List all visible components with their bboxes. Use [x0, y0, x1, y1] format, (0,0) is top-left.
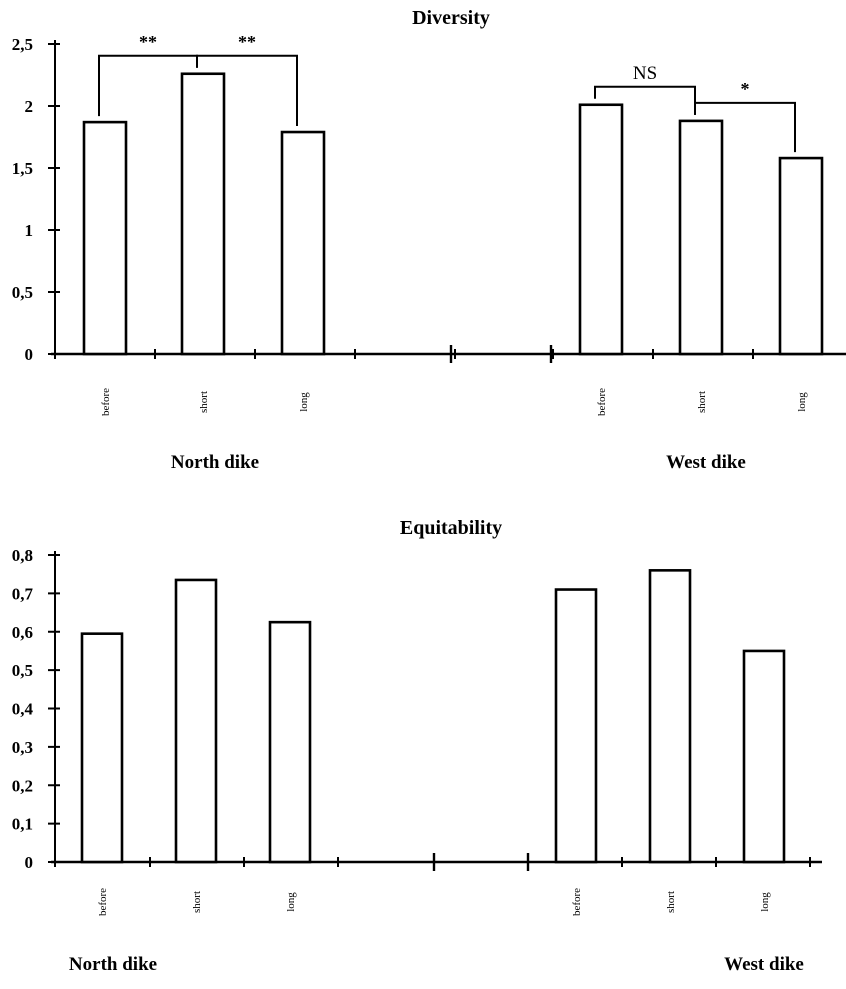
bar: [280, 130, 326, 356]
category-label: before: [596, 388, 608, 416]
y-tick-label: 2: [25, 97, 34, 116]
y-tick-label: 2,5: [12, 35, 33, 54]
y-tick-label: 1,5: [12, 159, 33, 178]
bar: [554, 588, 598, 864]
category-label: long: [298, 392, 310, 412]
bar: [678, 119, 724, 356]
bar: [174, 578, 218, 864]
y-tick-label: 0: [25, 853, 34, 872]
y-tick-label: 1: [25, 221, 34, 240]
chart-title: Diversity: [412, 7, 490, 29]
category-label: short: [198, 391, 210, 413]
y-tick-label: 0,4: [12, 700, 34, 719]
group-label: West dike: [666, 452, 746, 473]
bar: [180, 72, 226, 356]
y-tick-label: 0,1: [12, 815, 33, 834]
category-label: short: [696, 391, 708, 413]
significance-label: **: [139, 32, 157, 52]
significance-label: NS: [633, 63, 657, 84]
bar: [648, 569, 692, 864]
category-label: long: [796, 392, 808, 412]
category-label: long: [759, 892, 771, 912]
category-label: before: [571, 888, 583, 916]
y-tick-label: 0,5: [12, 661, 33, 680]
significance-label: *: [741, 79, 750, 99]
bar: [742, 649, 786, 864]
significance-bracket: [694, 101, 796, 153]
y-tick-label: 0: [25, 345, 34, 364]
bar: [578, 103, 624, 356]
y-tick-label: 0,8: [12, 546, 33, 565]
significance-bracket: [196, 54, 298, 127]
group-label: West dike: [724, 954, 804, 975]
bar: [268, 620, 312, 864]
bar: [778, 156, 824, 356]
category-label: short: [191, 891, 203, 913]
bar: [80, 632, 124, 864]
y-tick-label: 0,3: [12, 738, 33, 757]
y-tick-label: 0,2: [12, 776, 33, 795]
significance-label: **: [238, 32, 256, 52]
category-label: before: [97, 888, 109, 916]
bar: [82, 120, 128, 356]
significance-bracket: [594, 85, 696, 115]
y-tick-label: 0,6: [12, 623, 33, 642]
group-label: North dike: [171, 452, 259, 473]
category-label: short: [665, 891, 677, 913]
group-label: North dike: [69, 954, 157, 975]
chart-title: Equitability: [400, 517, 502, 539]
category-label: long: [285, 892, 297, 912]
y-tick-label: 0,7: [12, 584, 34, 603]
category-label: before: [100, 388, 112, 416]
y-tick-label: 0,5: [12, 283, 33, 302]
